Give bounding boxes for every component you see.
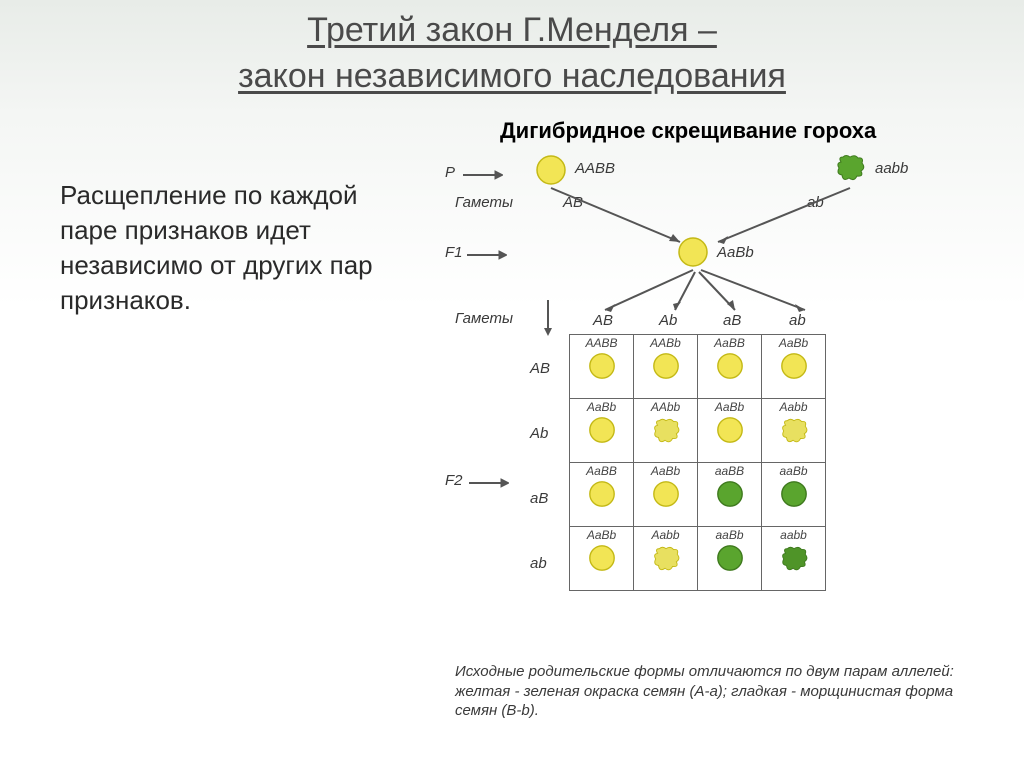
body-text: Расщепление по каждой паре признаков иде…	[60, 178, 420, 318]
caption: Исходные родительские формы отличаются п…	[455, 662, 995, 721]
diagram: P AABB aabb Гаметы AB ab F1 AaBb Гаметы …	[445, 150, 1005, 650]
col-gamete-3: ab	[789, 312, 806, 329]
label-gametes-1: Гаметы	[455, 194, 513, 211]
row-gamete-2: aB	[530, 490, 548, 507]
punnett-square: AABBAABbAaBBAaBbAaBbAAbbAaBbAabbAaBBAaBb…	[569, 334, 826, 591]
arrow-icon	[467, 250, 507, 260]
punnett-cell: AaBb	[570, 399, 634, 463]
cell-genotype: AaBB	[570, 464, 633, 478]
arrow-icon	[585, 266, 905, 318]
title-line-2: закон независимого наследования	[0, 54, 1024, 100]
label-F2: F2	[445, 472, 463, 489]
row-gamete-1: Ab	[530, 425, 548, 442]
cell-genotype: aaBb	[698, 528, 761, 542]
punnett-cell: AABb	[634, 335, 698, 399]
punnett-cell: AaBB	[698, 335, 762, 399]
punnett-cell: Aabb	[634, 527, 698, 591]
cell-genotype: aaBB	[698, 464, 761, 478]
cell-genotype: AaBb	[570, 528, 633, 542]
label-F1: F1	[445, 244, 463, 261]
arrow-icon	[469, 478, 509, 488]
punnett-cell: aaBB	[698, 463, 762, 527]
label-gametes-2: Гаметы	[455, 310, 513, 327]
label-P: P	[445, 164, 455, 181]
cell-genotype: aaBb	[762, 464, 825, 478]
punnett-cell: aaBb	[762, 463, 826, 527]
punnett-cell: aabb	[762, 527, 826, 591]
diagram-title: Дигибридное скрещивание гороха	[500, 118, 876, 144]
p2-genotype: aabb	[875, 160, 908, 177]
cell-genotype: aabb	[762, 528, 825, 542]
punnett-cell: AAbb	[634, 399, 698, 463]
cell-genotype: AaBb	[570, 400, 633, 414]
cell-genotype: AAbb	[634, 400, 697, 414]
row-gamete-0: AB	[530, 360, 550, 377]
cell-genotype: AaBb	[762, 336, 825, 350]
col-gamete-0: AB	[593, 312, 613, 329]
punnett-cell: AaBb	[634, 463, 698, 527]
cell-genotype: Aabb	[634, 528, 697, 542]
col-gamete-2: aB	[723, 312, 741, 329]
punnett-cell: AaBb	[762, 335, 826, 399]
punnett-cell: aaBb	[698, 527, 762, 591]
title-block: Третий закон Г.Менделя – закон независим…	[0, 8, 1024, 100]
cell-genotype: Aabb	[762, 400, 825, 414]
cell-genotype: AABB	[570, 336, 633, 350]
row-gamete-3: ab	[530, 555, 547, 572]
cell-genotype: AaBB	[698, 336, 761, 350]
pea-parent1	[535, 154, 567, 186]
arrow-icon	[541, 300, 555, 336]
cell-genotype: AaBb	[634, 464, 697, 478]
cell-genotype: AaBb	[698, 400, 761, 414]
punnett-cell: AaBb	[570, 527, 634, 591]
punnett-cell: AaBB	[570, 463, 634, 527]
pea-parent2	[835, 152, 867, 184]
f1-genotype: AaBb	[717, 244, 754, 261]
pea-f1	[677, 236, 709, 268]
col-gamete-1: Ab	[659, 312, 677, 329]
arrow-icon	[463, 170, 503, 180]
punnett-cell: AABB	[570, 335, 634, 399]
punnett-cell: AaBb	[698, 399, 762, 463]
title-line-1: Третий закон Г.Менделя –	[0, 8, 1024, 54]
punnett-cell: Aabb	[762, 399, 826, 463]
cell-genotype: AABb	[634, 336, 697, 350]
p1-genotype: AABB	[575, 160, 615, 177]
